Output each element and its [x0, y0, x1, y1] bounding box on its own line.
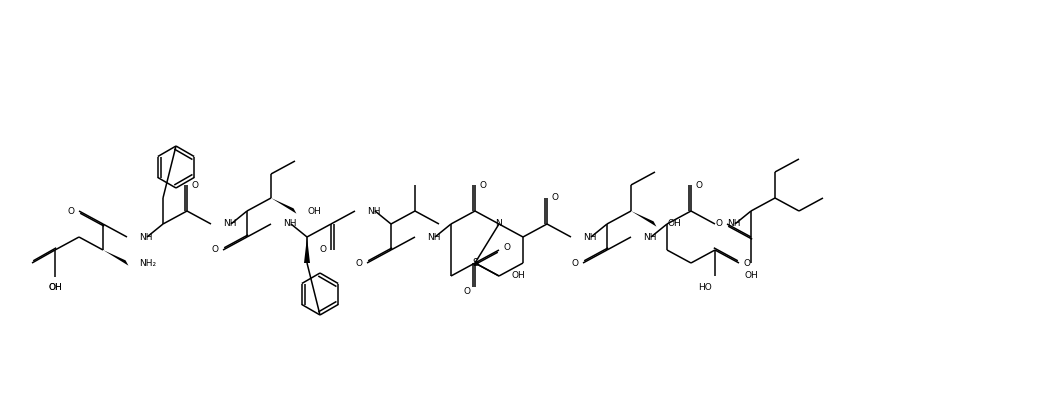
Text: O: O [319, 245, 327, 255]
Text: O: O [551, 193, 559, 202]
Polygon shape [631, 211, 657, 226]
Text: NH: NH [367, 206, 380, 216]
Polygon shape [271, 198, 296, 214]
Text: O: O [715, 220, 722, 229]
Text: OH: OH [511, 272, 525, 280]
Text: O: O [191, 181, 198, 189]
Text: O: O [68, 206, 74, 216]
Text: HO: HO [698, 283, 712, 293]
Text: OH: OH [744, 270, 758, 280]
Text: OH: OH [48, 283, 62, 291]
Text: N: N [496, 220, 502, 229]
Text: NH: NH [427, 233, 441, 241]
Text: NH₂: NH₂ [139, 258, 157, 268]
Text: OH: OH [307, 206, 321, 216]
Text: S: S [472, 258, 478, 268]
Text: NH: NH [583, 233, 596, 241]
Text: O: O [695, 181, 703, 189]
Text: O: O [503, 243, 511, 251]
Text: O: O [479, 181, 487, 189]
Text: NH: NH [727, 220, 740, 229]
Polygon shape [304, 237, 310, 263]
Text: O: O [356, 258, 362, 268]
Text: OH: OH [48, 283, 62, 291]
Text: O: O [212, 245, 218, 255]
Polygon shape [103, 250, 128, 266]
Text: NH: NH [139, 233, 152, 241]
Text: O: O [743, 258, 751, 268]
Text: NH: NH [643, 233, 657, 241]
Text: NH: NH [283, 220, 296, 229]
Text: O: O [571, 258, 578, 268]
Text: OH: OH [667, 220, 681, 229]
Text: NH: NH [223, 220, 237, 229]
Text: O: O [464, 287, 471, 297]
